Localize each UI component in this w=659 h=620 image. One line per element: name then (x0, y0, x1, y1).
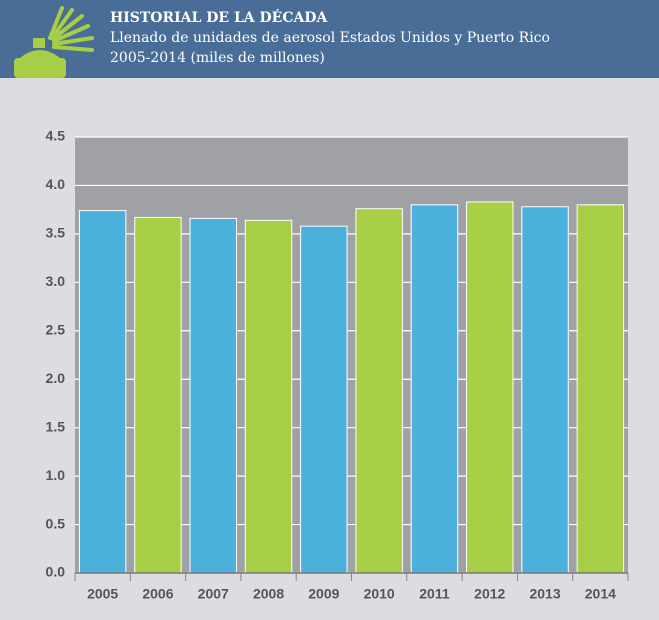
bar (244, 219, 293, 574)
x-tick-label: 2007 (198, 586, 229, 602)
spray-icon (14, 6, 94, 78)
y-tick-label: 0.5 (46, 515, 66, 531)
x-tick-label: 2005 (87, 586, 118, 602)
chart-subtitle: 2005-2014 (miles de millones) (110, 50, 325, 66)
y-tick-label: 1.5 (46, 418, 66, 434)
header-band (0, 0, 659, 78)
x-tick-label: 2008 (253, 586, 284, 602)
bar (355, 208, 403, 574)
chart-title: HISTORIAL DE LA DÉCADA (110, 8, 328, 26)
bar (300, 225, 348, 574)
y-tick-label: 2.0 (46, 370, 66, 386)
x-tick-label: 2012 (474, 586, 505, 602)
y-tick-label: 4.0 (46, 176, 66, 192)
y-tick-label: 2.5 (46, 321, 66, 337)
y-tick-label: 4.5 (46, 128, 66, 144)
y-tick-label: 0.0 (46, 564, 66, 580)
x-tick-label: 2010 (364, 586, 395, 602)
bar (78, 210, 127, 574)
bar (134, 216, 182, 574)
x-tick-label: 2009 (308, 586, 339, 602)
bar (410, 204, 459, 574)
y-tick-label: 1.0 (46, 467, 66, 483)
x-tick-label: 2014 (585, 586, 616, 602)
chart-subtitle: Llenado de unidades de aerosol Estados U… (110, 30, 550, 46)
bar (466, 201, 514, 574)
bar (576, 204, 625, 574)
bar (521, 206, 569, 574)
x-tick-label: 2006 (142, 586, 173, 602)
y-tick-label: 3.0 (46, 273, 66, 289)
y-tick-label: 3.5 (46, 225, 66, 241)
x-tick-label: 2011 (419, 586, 450, 602)
x-tick-label: 2013 (529, 586, 560, 602)
bar (189, 217, 237, 574)
